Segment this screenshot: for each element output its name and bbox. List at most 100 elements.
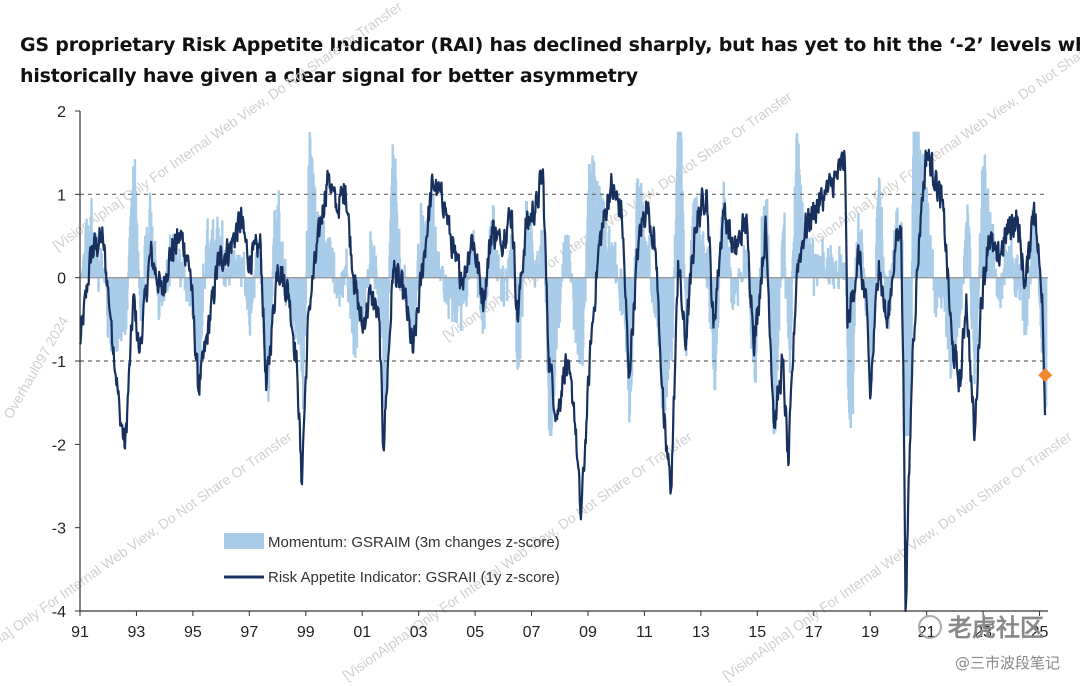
momentum-bar — [165, 259, 169, 278]
momentum-bar — [672, 277, 675, 310]
momentum-bar — [437, 251, 441, 278]
momentum-bar — [648, 235, 651, 278]
momentum-bar — [502, 277, 506, 307]
momentum-bar — [345, 273, 349, 278]
momentum-bar — [426, 217, 429, 278]
momentum-bar — [495, 250, 499, 278]
momentum-bar — [415, 277, 419, 292]
momentum-bar — [506, 277, 509, 302]
momentum-bar — [467, 277, 470, 281]
momentum-bar — [783, 267, 787, 278]
momentum-bar — [570, 273, 574, 278]
momentum-bar — [360, 277, 363, 321]
momentum-bar — [704, 252, 707, 278]
momentum-bar — [453, 277, 457, 322]
chart-gridlines — [80, 193, 1048, 362]
momentum-bar — [992, 255, 996, 278]
momentum-bar — [826, 247, 830, 278]
momentum-bar — [281, 241, 284, 278]
momentum-bar — [682, 263, 686, 278]
momentum-bar — [375, 268, 378, 278]
momentum-bar — [444, 274, 448, 278]
momentum-bar — [126, 277, 129, 311]
momentum-bar — [767, 235, 770, 278]
momentum-bar — [702, 245, 705, 278]
momentum-bar — [222, 277, 226, 286]
momentum-bar — [271, 277, 274, 296]
momentum-bar — [811, 238, 814, 278]
momentum-bar — [398, 228, 401, 278]
momentum-bar — [737, 268, 741, 278]
momentum-bar — [442, 269, 445, 278]
momentum-bar — [403, 264, 406, 278]
momentum-bar — [496, 277, 499, 282]
momentum-bar — [243, 275, 246, 278]
diagonal-watermark-text: [VisionAlpha] Only For Internal Web View… — [339, 428, 695, 684]
momentum-bar — [100, 253, 104, 278]
momentum-bar — [931, 249, 934, 278]
momentum-bar — [1029, 277, 1032, 285]
momentum-bar — [178, 254, 182, 278]
momentum-bar — [1021, 277, 1025, 321]
momentum-bar — [883, 273, 886, 278]
momentum-bar — [1036, 254, 1040, 278]
momentum-bar — [977, 277, 981, 289]
momentum-bar — [1016, 277, 1020, 287]
momentum-bar — [1025, 277, 1029, 327]
legend-swatch-momentum — [224, 533, 264, 549]
diagonal-watermark-text: [VisionAlpha] Only For Internal Web View… — [719, 428, 1075, 684]
chart-title: GS proprietary Risk Appetite Indicator (… — [20, 30, 1080, 92]
momentum-bar — [1027, 277, 1030, 299]
momentum-bar — [251, 277, 254, 301]
x-tick-label: 95 — [184, 624, 202, 641]
momentum-bar — [834, 260, 838, 278]
x-tick-label: 05 — [466, 624, 484, 641]
brand-watermark: 老虎社区 @三市波段笔记 — [918, 614, 1060, 672]
momentum-bar — [503, 277, 506, 281]
diagonal-watermark-text: [VisionAlpha] Only For Internal Web View… — [0, 428, 295, 684]
x-tick-label: 09 — [579, 624, 597, 641]
momentum-bar — [614, 241, 617, 278]
momentum-bar — [705, 277, 709, 288]
momentum-bar — [233, 264, 236, 278]
momentum-bar — [814, 253, 818, 278]
momentum-bar — [512, 251, 515, 278]
x-tick-label: 01 — [353, 624, 371, 641]
momentum-bar — [842, 277, 845, 281]
momentum-bar — [224, 277, 227, 287]
momentum-bar — [1003, 277, 1006, 286]
momentum-bar — [521, 277, 524, 317]
momentum-bar — [331, 247, 334, 278]
momentum-bar — [493, 225, 496, 278]
momentum-bar — [943, 277, 946, 312]
momentum-bar — [812, 277, 816, 296]
momentum-bar — [168, 277, 171, 286]
brand-logo-icon — [918, 615, 942, 639]
chart-legend: Momentum: GSRAIM (3m changes z-score) Ris… — [224, 533, 560, 586]
momentum-bar — [1010, 237, 1013, 278]
momentum-bar — [614, 277, 617, 284]
chart-title-line-1: GS proprietary Risk Appetite Indicator (… — [20, 34, 1080, 56]
momentum-bar — [862, 268, 866, 278]
rai-series — [79, 148, 1053, 613]
x-tick-label: 11 — [636, 624, 653, 641]
momentum-bar — [387, 277, 391, 293]
momentum-bar — [182, 254, 185, 278]
momentum-bar — [142, 277, 146, 288]
momentum-bar — [1000, 272, 1003, 278]
momentum-bar — [366, 277, 369, 289]
diagonal-watermark-text: [VisionAlpha] Only For Internal Web View… — [49, 0, 405, 254]
momentum-bar — [242, 251, 246, 278]
momentum-bar — [97, 277, 100, 292]
momentum-bar — [569, 277, 572, 283]
momentum-bar — [739, 271, 743, 278]
x-tick-label: 19 — [861, 624, 879, 641]
momentum-bar — [343, 277, 346, 286]
x-tick-label: 93 — [128, 624, 146, 641]
momentum-bar — [568, 262, 572, 278]
momentum-bar — [363, 277, 367, 304]
momentum-bar — [499, 268, 502, 278]
momentum-bar — [940, 277, 943, 309]
latest-value-marker — [1038, 368, 1053, 383]
momentum-bar — [240, 277, 243, 288]
